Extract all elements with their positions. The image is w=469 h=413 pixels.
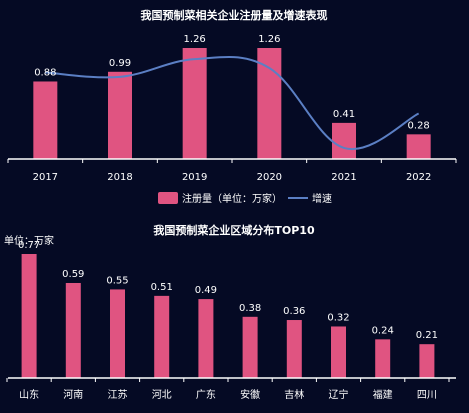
region-data-label: 0.49 <box>195 285 217 296</box>
registration-bar-2017[interactable] <box>33 81 58 159</box>
registration-x-tick-label: 2018 <box>107 172 132 183</box>
region-x-tick-label: 吉林 <box>284 388 304 401</box>
registration-x-tick-label: 2021 <box>331 172 356 183</box>
region-x-tick-label: 江苏 <box>108 388 128 401</box>
registration-data-label: 1.26 <box>258 34 280 45</box>
region-x-tick-label: 山东 <box>19 388 39 401</box>
registration-data-label: 0.99 <box>109 58 131 69</box>
region-bar-江苏[interactable] <box>110 289 125 378</box>
region-unit-label: 单位：万家 <box>4 234 54 247</box>
region-x-tick-label: 辽宁 <box>329 388 349 401</box>
registration-data-label: 1.26 <box>184 34 206 45</box>
registration-legend: 注册量（单位：万家） 增速 <box>158 192 332 205</box>
region-data-label: 0.36 <box>283 306 305 317</box>
legend-line-label[interactable]: 增速 <box>312 192 332 205</box>
legend-bar-label[interactable]: 注册量（单位：万家） <box>182 192 282 205</box>
registration-bar-2019[interactable] <box>182 48 207 159</box>
registration-x-tick-label: 2017 <box>33 172 58 183</box>
region-data-label: 0.77 <box>18 240 40 251</box>
registration-x-tick-label: 2019 <box>182 172 207 183</box>
region-chart-title: 我国预制菜企业区域分布TOP10 <box>153 223 315 237</box>
region-x-tick-label: 河北 <box>152 389 172 401</box>
region-data-label: 0.32 <box>327 312 349 323</box>
region-bar-辽宁[interactable] <box>331 326 346 378</box>
region-x-tick-label: 安徽 <box>240 388 260 401</box>
region-bar-广东[interactable] <box>198 299 214 378</box>
region-x-tick-label: 河南 <box>63 388 83 401</box>
legend-bar-swatch[interactable] <box>158 192 178 204</box>
region-data-label: 0.38 <box>239 303 261 314</box>
registration-bar-2022[interactable] <box>406 134 431 159</box>
region-data-label: 0.24 <box>372 325 394 336</box>
region-bar-吉林[interactable] <box>286 320 302 378</box>
registration-chart: 我国预制菜相关企业注册量及增速表现 0.88 0.99 1.26 1.26 0.41 0.… <box>7 8 457 205</box>
registration-data-label: 0.28 <box>408 120 430 131</box>
registration-data-label: 0.41 <box>333 109 355 120</box>
region-data-label: 0.21 <box>416 330 438 341</box>
region-data-label: 0.55 <box>106 275 128 286</box>
registration-bar-2018[interactable] <box>108 71 132 159</box>
registration-bar-2020[interactable] <box>257 48 282 159</box>
registration-data-label: 0.88 <box>34 67 56 78</box>
registration-bar-2021[interactable] <box>332 122 356 159</box>
region-data-label: 0.59 <box>62 269 84 280</box>
region-x-tick-label: 四川 <box>417 390 437 401</box>
region-chart: 我国预制菜企业区域分布TOP10 单位：万家 0.77 0.59 0.55 0.51 0… <box>4 223 456 401</box>
growth-line[interactable] <box>45 55 420 151</box>
registration-chart-title: 我国预制菜相关企业注册量及增速表现 <box>141 8 328 22</box>
region-data-label: 0.51 <box>151 282 173 293</box>
region-bar-河南[interactable] <box>65 282 81 378</box>
region-x-tick-label: 福建 <box>373 388 393 401</box>
region-bar-山东[interactable] <box>21 254 37 378</box>
region-bar-河北[interactable] <box>154 295 170 378</box>
region-x-tick-label: 广东 <box>196 388 216 401</box>
region-bar-四川[interactable] <box>419 344 435 378</box>
registration-x-tick-label: 2020 <box>257 172 282 183</box>
registration-x-tick-label: 2022 <box>406 172 431 183</box>
region-bar-福建[interactable] <box>375 339 391 378</box>
region-bar-安徽[interactable] <box>242 316 258 378</box>
